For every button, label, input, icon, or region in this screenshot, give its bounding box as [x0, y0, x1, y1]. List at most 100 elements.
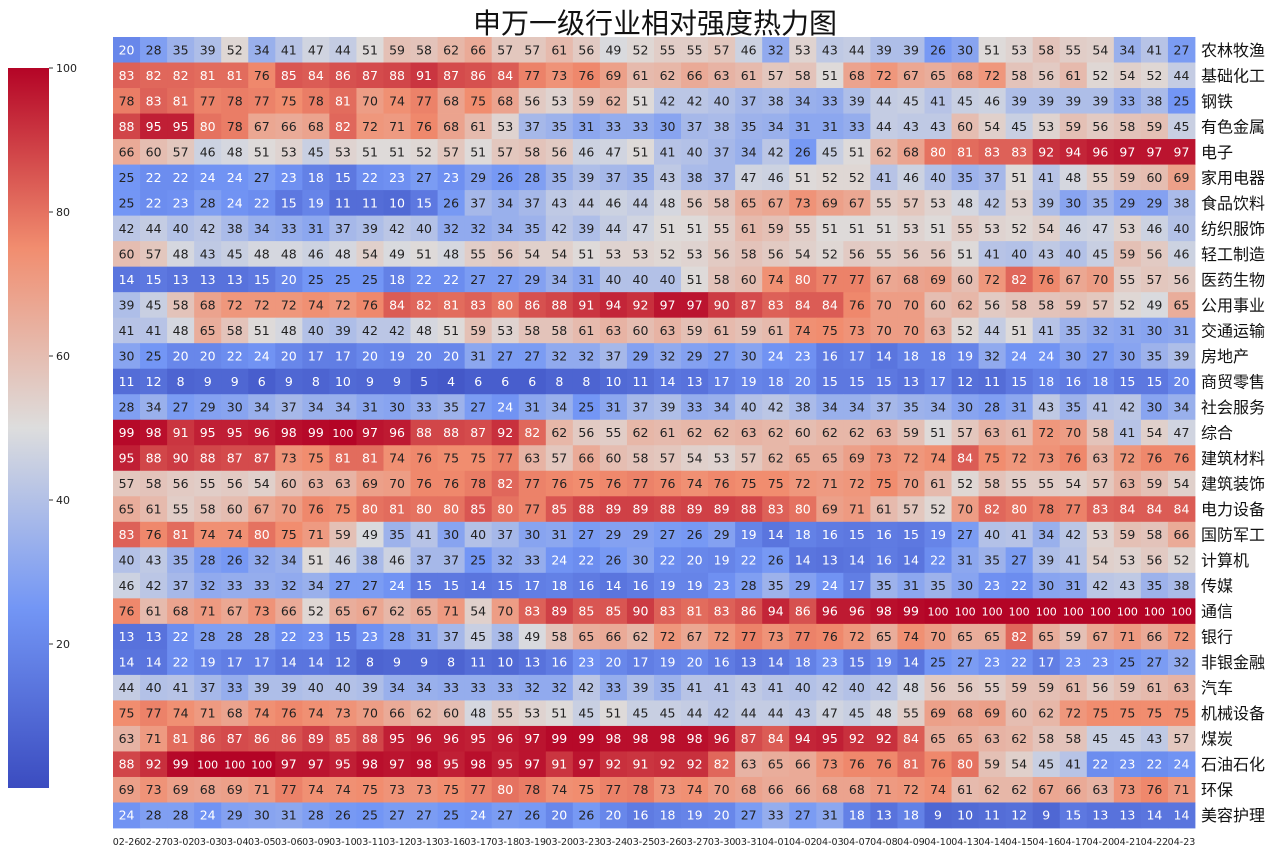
cell-value-label: 82 — [146, 68, 162, 83]
heatmap-cell — [113, 470, 141, 497]
cell-value-label: 98 — [146, 425, 162, 440]
cell-value-label: 57 — [173, 144, 189, 159]
cell-value-label: 44 — [605, 221, 621, 236]
cell-value-label: 9 — [393, 374, 401, 389]
cell-value-label: 98 — [470, 757, 486, 772]
heatmap-cell — [545, 215, 574, 242]
cell-value-label: 31 — [1065, 578, 1081, 593]
heatmap-cell — [599, 88, 628, 114]
cell-value-label: 35 — [741, 119, 757, 134]
heatmap-cell — [762, 419, 790, 446]
heatmap-cell — [491, 266, 520, 293]
heatmap-cell — [1140, 113, 1169, 140]
cell-value-label: 91 — [551, 757, 567, 772]
heatmap-cell — [708, 139, 736, 165]
heatmap-cell — [978, 164, 1007, 191]
heatmap-cell — [140, 164, 168, 191]
heatmap-cell — [789, 88, 817, 114]
cell-value-label: 39 — [903, 42, 919, 57]
cell-value-label: 88 — [551, 297, 567, 312]
cell-value-label: 65 — [119, 502, 135, 517]
heatmap-cell — [1140, 62, 1169, 89]
x-tick-label: 04-10 — [924, 837, 952, 848]
cell-value-label: 15 — [146, 272, 162, 287]
heatmap-cell — [735, 139, 763, 165]
cell-value-label: 54 — [254, 476, 270, 491]
cell-value-label: 22 — [227, 348, 243, 363]
y-tick-label: 农林牧渔 — [1201, 41, 1265, 60]
heatmap-cell — [221, 470, 249, 497]
x-tick-label: 03-11 — [356, 837, 384, 848]
cell-value-label: 27 — [416, 808, 432, 823]
heatmap-cell — [302, 470, 330, 497]
cell-value-label: 23 — [714, 578, 730, 593]
heatmap-cell — [681, 419, 709, 446]
heatmap-cell — [681, 139, 709, 165]
cell-value-label: 48 — [957, 195, 973, 210]
heatmap-cell — [518, 266, 547, 293]
cell-value-label: 48 — [254, 246, 270, 261]
cell-value-label: 84 — [1119, 502, 1135, 517]
heatmap-cell — [113, 343, 141, 370]
cell-value-label: 59 — [1119, 246, 1135, 261]
heatmap-cell — [626, 88, 655, 114]
cell-value-label: 77 — [281, 782, 297, 797]
cell-value-label: 74 — [308, 706, 324, 721]
heatmap-cell — [1167, 113, 1196, 140]
cell-value-label: 29 — [633, 348, 649, 363]
cell-value-label: 82 — [173, 68, 189, 83]
cell-value-label: 88 — [741, 502, 757, 517]
heatmap-cell — [113, 88, 141, 114]
heatmap-cell — [1140, 394, 1169, 421]
cell-value-label: 81 — [443, 297, 459, 312]
cell-value-label: 70 — [876, 323, 892, 338]
heatmap-cell — [302, 37, 330, 63]
heatmap-cell — [248, 139, 276, 165]
cell-value-label: 43 — [741, 680, 757, 695]
cell-value-label: 63 — [1092, 451, 1108, 466]
heatmap-cells: 20 28 35 39 52 34 41 47 44 51 59 58 62 66 57 57 61 56 49 52… — [113, 37, 1196, 829]
heatmap-cell — [329, 266, 357, 293]
cell-value-label: 26 — [687, 527, 703, 542]
cell-value-label: 15 — [849, 374, 865, 389]
cell-value-label: 57 — [551, 451, 567, 466]
cell-value-label: 28 — [173, 808, 189, 823]
cell-value-label: 35 — [173, 553, 189, 568]
cell-value-label: 98 — [660, 731, 676, 746]
heatmap-cell — [789, 139, 817, 165]
cell-value-label: 53 — [524, 706, 540, 721]
cell-value-label: 19 — [741, 527, 757, 542]
heatmap-cell — [897, 139, 925, 165]
cell-value-label: 13 — [1119, 808, 1135, 823]
cell-value-label: 35 — [173, 42, 189, 57]
cell-value-label: 15 — [335, 629, 351, 644]
cell-value-label: 77 — [741, 629, 757, 644]
heatmap-cell — [626, 241, 655, 268]
cell-value-label: 56 — [714, 246, 730, 261]
heatmap-cell — [410, 470, 438, 497]
heatmap-cell — [1113, 190, 1142, 217]
cell-value-label: 73 — [849, 323, 865, 338]
cell-value-label: 60 — [1146, 170, 1162, 185]
cell-value-label: 66 — [795, 757, 811, 772]
heatmap-cell — [870, 368, 898, 395]
cell-value-label: 11 — [335, 195, 351, 210]
cell-value-label: 87 — [227, 451, 243, 466]
cell-value-label: 75 — [876, 476, 892, 491]
cell-value-label: 75 — [308, 451, 324, 466]
heatmap-cell — [1005, 368, 1034, 395]
cell-value-label: 68 — [849, 68, 865, 83]
heatmap-cell — [275, 419, 303, 446]
cell-value-label: 20 — [1174, 374, 1190, 389]
cell-value-label: 96 — [443, 731, 459, 746]
cell-value-label: 40 — [741, 399, 757, 414]
heatmap-cell — [599, 368, 628, 395]
cell-value-label: 87 — [741, 731, 757, 746]
cell-value-label: 6 — [258, 374, 266, 389]
cell-value-label: 92 — [687, 757, 703, 772]
cell-value-label: 100 — [955, 606, 976, 619]
heatmap-cell — [1167, 62, 1196, 89]
cell-value-label: 55 — [1092, 170, 1108, 185]
heatmap-cell — [329, 164, 357, 191]
